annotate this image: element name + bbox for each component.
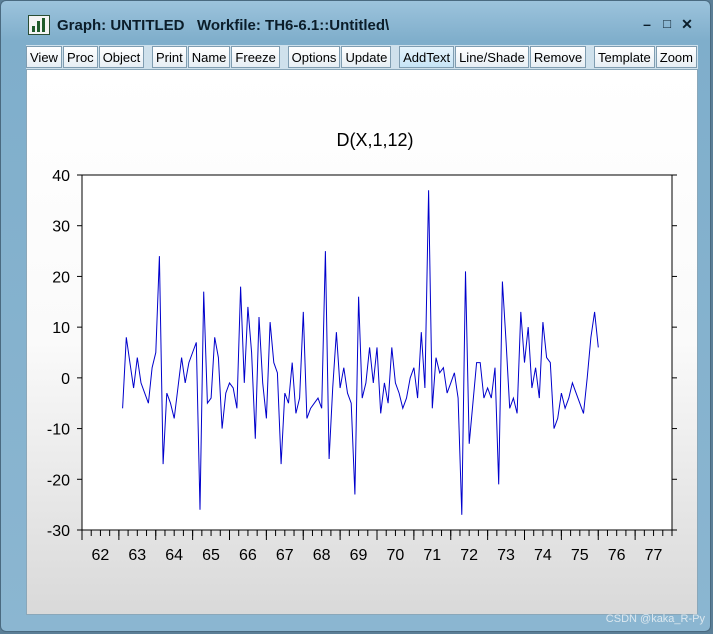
x-tick-label: 73 <box>497 547 515 564</box>
toolbar-remove-button[interactable]: Remove <box>529 46 587 68</box>
x-tick-label: 71 <box>423 547 441 564</box>
x-tick-label: 70 <box>387 547 405 564</box>
x-tick-label: 68 <box>313 547 331 564</box>
toolbar-freeze-button[interactable]: Freeze <box>231 46 280 68</box>
toolbar-template-button[interactable]: Template <box>594 46 655 68</box>
x-tick-label: 72 <box>460 547 478 564</box>
y-tick-label: -20 <box>47 472 70 489</box>
window-title: Graph: UNTITLED Workfile: TH6-6.1::Untit… <box>57 17 390 34</box>
x-tick-label: 76 <box>608 547 626 564</box>
line-chart: D(X,1,12) -30 -20 -10 0 10 20 30 40 62 63 64 65 66 67… <box>47 130 677 564</box>
bar-chart-icon[interactable] <box>28 15 50 35</box>
graph-toolbar: View Proc Object Print Name Freeze Options Upda… <box>26 45 698 69</box>
y-tick-label: 30 <box>52 219 70 236</box>
x-tick-label: 74 <box>534 547 552 564</box>
x-tick-label: 75 <box>571 547 589 564</box>
toolbar-name-button[interactable]: Name <box>187 46 231 68</box>
graph-canvas[interactable]: D(X,1,12) -30 -20 -10 0 10 20 30 40 62 63 64 65 66 67… <box>26 69 698 615</box>
toolbar-zoom-button[interactable]: Zoom <box>655 46 697 68</box>
close-icon[interactable]: ✕ <box>681 16 693 32</box>
toolbar-proc-button[interactable]: Proc <box>62 46 98 68</box>
plot-area: -30 -20 -10 0 10 20 30 40 62 63 64 65 66 67 68 69 70 71 72… <box>47 168 677 564</box>
toolbar-options-button[interactable]: Options <box>287 46 341 68</box>
x-tick-label: 66 <box>239 547 257 564</box>
title-bar[interactable]: Graph: UNTITLED Workfile: TH6-6.1::Untit… <box>1 1 710 39</box>
maximize-icon[interactable]: □ <box>663 16 671 31</box>
x-tick-label: 65 <box>202 547 220 564</box>
y-tick-label: -30 <box>47 523 70 540</box>
toolbar-line-shade-button[interactable]: Line/Shade <box>455 46 529 68</box>
y-tick-label: 0 <box>61 371 70 388</box>
y-tick-label: -10 <box>47 422 70 439</box>
toolbar-update-button[interactable]: Update <box>341 46 392 68</box>
x-tick-label: 63 <box>128 547 146 564</box>
series-line <box>122 190 599 515</box>
x-tick-label: 67 <box>276 547 294 564</box>
x-tick-label: 77 <box>645 547 663 564</box>
x-tick-label: 69 <box>350 547 368 564</box>
toolbar-print-button[interactable]: Print <box>152 46 187 68</box>
y-tick-label: 40 <box>52 168 70 185</box>
chart-title: D(X,1,12) <box>336 130 413 150</box>
y-tick-label: 20 <box>52 269 70 286</box>
y-tick-label: 10 <box>52 320 70 337</box>
toolbar-view-button[interactable]: View <box>26 46 62 68</box>
toolbar-addtext-button[interactable]: AddText <box>399 46 455 68</box>
x-tick-label: 64 <box>165 547 183 564</box>
toolbar-object-button[interactable]: Object <box>98 46 145 68</box>
watermark: CSDN @kaka_R-Py <box>605 613 705 625</box>
x-tick-label: 62 <box>92 547 110 564</box>
minimize-icon[interactable]: – <box>643 16 651 32</box>
status-bar <box>1 615 710 633</box>
